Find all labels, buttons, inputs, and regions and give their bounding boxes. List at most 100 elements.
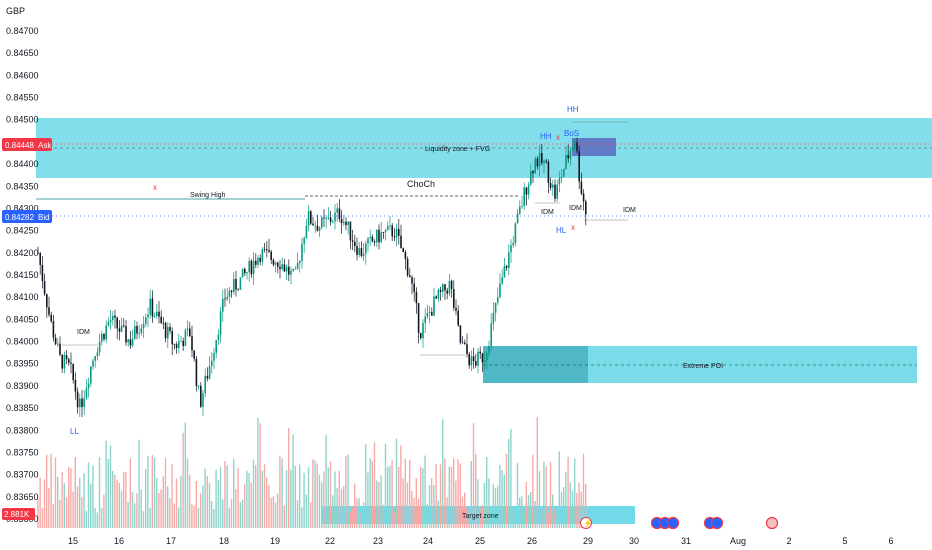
volume-bar bbox=[195, 481, 197, 528]
candle-body bbox=[336, 208, 338, 213]
candle-body bbox=[217, 334, 220, 341]
candle-body bbox=[259, 257, 261, 262]
choch-label: ChoCh bbox=[407, 179, 435, 189]
volume-bar bbox=[455, 480, 457, 528]
volume-bar bbox=[131, 492, 134, 528]
volume-bar bbox=[74, 456, 76, 528]
candle-body bbox=[398, 228, 400, 236]
price-tick-label: 0.84350 bbox=[6, 181, 39, 191]
volume-bar bbox=[197, 508, 200, 528]
volume-bar bbox=[472, 423, 475, 528]
hh-left-label: HH bbox=[540, 132, 552, 141]
candle-body bbox=[497, 297, 499, 303]
volume-bar bbox=[129, 458, 131, 528]
time-tick-label: 26 bbox=[527, 536, 537, 546]
candle-body bbox=[541, 153, 543, 163]
volume-bar bbox=[208, 483, 211, 528]
price-tick-label: 0.83700 bbox=[6, 470, 39, 480]
economic-event-icon[interactable] bbox=[765, 516, 779, 530]
volume-bar bbox=[354, 483, 356, 528]
volume-bar bbox=[461, 496, 464, 528]
candle-body bbox=[167, 326, 169, 339]
candle-body bbox=[406, 258, 409, 276]
candle-body bbox=[94, 355, 96, 361]
candle-body bbox=[101, 333, 103, 342]
candle-body bbox=[428, 312, 431, 314]
time-tick-label: 23 bbox=[373, 536, 383, 546]
candle-body bbox=[362, 253, 365, 256]
price-tick-label: 0.83850 bbox=[6, 403, 39, 413]
volume-bar bbox=[217, 480, 219, 528]
volume-bar bbox=[420, 466, 422, 528]
candle-body bbox=[411, 277, 413, 284]
candle-body bbox=[204, 375, 206, 394]
price-tick-label: 0.84650 bbox=[6, 48, 39, 58]
volume-bar bbox=[431, 478, 433, 528]
volume-bar bbox=[349, 511, 351, 528]
extreme-poi-label: Extreme POI bbox=[683, 363, 723, 370]
time-tick-label: 31 bbox=[681, 536, 691, 546]
time-tick-label: 5 bbox=[842, 536, 847, 546]
candle-body bbox=[578, 151, 580, 182]
volume-bar bbox=[483, 483, 486, 528]
volume-bar bbox=[222, 499, 224, 528]
volume-bar bbox=[61, 472, 63, 528]
candle-body bbox=[351, 240, 354, 242]
candle-body bbox=[127, 339, 129, 343]
candle-body bbox=[439, 289, 442, 292]
economic-event-icon[interactable] bbox=[666, 516, 680, 530]
volume-bar bbox=[79, 477, 81, 528]
candle-body bbox=[189, 328, 191, 337]
volume-bar bbox=[200, 493, 202, 528]
candle-body bbox=[283, 264, 286, 272]
candle-body bbox=[112, 315, 114, 321]
volume-bar bbox=[345, 456, 347, 528]
volume-bar bbox=[470, 460, 472, 528]
volume-bar bbox=[246, 470, 248, 528]
price-tick-label: 0.84550 bbox=[6, 93, 39, 103]
volume-bar bbox=[41, 508, 43, 528]
candle-body bbox=[92, 360, 94, 367]
volume-bar bbox=[235, 489, 237, 528]
volume-bar bbox=[147, 456, 149, 528]
candle-body bbox=[257, 257, 259, 265]
volume-bar bbox=[369, 458, 371, 528]
economic-event-icon[interactable] bbox=[710, 516, 724, 530]
lightning-event-icon[interactable] bbox=[580, 517, 592, 529]
price-tick-label: 0.84300 bbox=[6, 203, 39, 213]
candle-body bbox=[461, 342, 464, 344]
volume-bar bbox=[288, 427, 290, 528]
price-tick-label: 0.84100 bbox=[6, 292, 39, 302]
candle-body bbox=[290, 270, 292, 275]
candle-body bbox=[228, 290, 231, 297]
candle-body bbox=[534, 158, 536, 174]
candle-body bbox=[532, 170, 534, 174]
candle-body bbox=[312, 223, 314, 226]
price-tick-label: 0.84200 bbox=[6, 248, 39, 258]
candle-body bbox=[272, 259, 275, 265]
volume-bar bbox=[340, 488, 343, 528]
liquidity-zone-label: Liquidity zone + FVG bbox=[425, 146, 490, 153]
volume-bar bbox=[530, 492, 532, 528]
candle-body bbox=[178, 341, 180, 348]
volume-bar bbox=[105, 440, 107, 528]
candle-body bbox=[494, 302, 497, 313]
volume-bar bbox=[307, 467, 310, 528]
candle-body bbox=[213, 353, 215, 361]
candle-body bbox=[384, 230, 387, 233]
volume-bar bbox=[290, 469, 292, 528]
volume-bar bbox=[378, 481, 380, 528]
candle-body bbox=[266, 249, 268, 251]
volume-bar bbox=[360, 511, 362, 528]
candle-body bbox=[343, 221, 345, 224]
hh-top-label: HH bbox=[567, 105, 579, 114]
time-axis[interactable]: 15 16 17 18 19 22 23 24 25 26 29 30 31 Aug 2 5 6 bbox=[68, 536, 894, 546]
candle-body bbox=[424, 316, 426, 323]
idm-label-left: IDM bbox=[77, 329, 90, 336]
volume-bar bbox=[323, 471, 325, 528]
price-axis[interactable]: GBP 0.847000.846500.846000.845500.845000… bbox=[2, 6, 52, 524]
volume-bars bbox=[37, 416, 587, 528]
volume-bar bbox=[186, 458, 189, 528]
candle-body bbox=[285, 266, 288, 272]
volume-bar bbox=[400, 445, 402, 528]
